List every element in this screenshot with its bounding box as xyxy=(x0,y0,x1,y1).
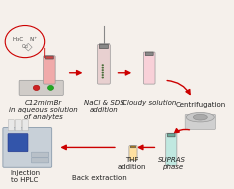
Text: Back extraction: Back extraction xyxy=(72,175,127,181)
FancyBboxPatch shape xyxy=(8,134,28,152)
Circle shape xyxy=(48,85,54,90)
Text: THF
addition: THF addition xyxy=(117,157,146,170)
FancyBboxPatch shape xyxy=(45,56,53,59)
FancyBboxPatch shape xyxy=(19,80,63,95)
FancyBboxPatch shape xyxy=(3,128,52,167)
Text: C₁₂: C₁₂ xyxy=(21,44,29,49)
Text: C12mimBr
in aqueous solution
of analytes: C12mimBr in aqueous solution of analytes xyxy=(9,100,78,120)
FancyBboxPatch shape xyxy=(168,133,175,137)
Text: Cloudy solution: Cloudy solution xyxy=(122,100,176,106)
FancyBboxPatch shape xyxy=(143,52,155,84)
Text: Injection
to HPLC: Injection to HPLC xyxy=(10,170,40,183)
FancyBboxPatch shape xyxy=(44,56,55,84)
Text: Centrifugation: Centrifugation xyxy=(175,102,225,108)
Circle shape xyxy=(102,64,104,66)
FancyBboxPatch shape xyxy=(130,146,135,148)
FancyBboxPatch shape xyxy=(22,120,28,131)
Text: H₃C    N⁺: H₃C N⁺ xyxy=(13,37,37,42)
Circle shape xyxy=(102,77,104,78)
Ellipse shape xyxy=(193,114,207,120)
FancyBboxPatch shape xyxy=(15,120,21,131)
Text: NaCl & SDS
addition: NaCl & SDS addition xyxy=(84,100,124,113)
Circle shape xyxy=(102,74,104,76)
Circle shape xyxy=(102,72,104,74)
FancyBboxPatch shape xyxy=(98,44,110,84)
Circle shape xyxy=(33,85,40,91)
FancyBboxPatch shape xyxy=(31,152,49,157)
Text: ◇: ◇ xyxy=(17,41,33,51)
Ellipse shape xyxy=(186,112,214,122)
Circle shape xyxy=(102,67,104,69)
FancyBboxPatch shape xyxy=(8,120,14,131)
FancyBboxPatch shape xyxy=(31,158,49,163)
FancyBboxPatch shape xyxy=(99,44,108,49)
Text: SUPRAS
phase: SUPRAS phase xyxy=(158,157,186,170)
FancyBboxPatch shape xyxy=(185,114,216,129)
Circle shape xyxy=(102,69,104,71)
FancyBboxPatch shape xyxy=(166,133,177,165)
FancyBboxPatch shape xyxy=(129,146,137,161)
FancyBboxPatch shape xyxy=(145,52,153,56)
